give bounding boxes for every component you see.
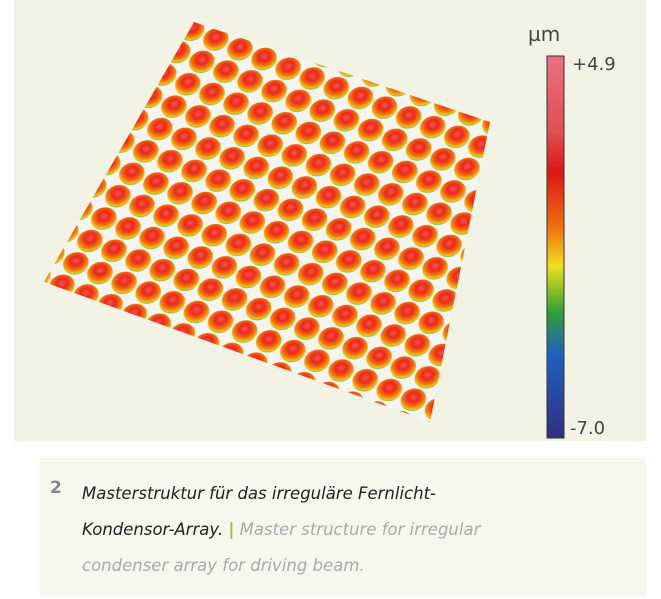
- colorbar-unit: µm: [528, 22, 560, 46]
- surface-image: [14, 0, 646, 441]
- figure-panel: µm +4.9 -7.0: [14, 0, 646, 441]
- colorbar-min: -7.0: [570, 418, 605, 439]
- page: µm +4.9 -7.0 2 Masterstruktur für das ir…: [0, 0, 661, 599]
- figure-number: 2: [50, 478, 62, 498]
- colorbar-max: +4.9: [572, 54, 616, 75]
- caption: 2 Masterstruktur für das irreguläre Fern…: [40, 458, 646, 596]
- microlens-surface: [44, 22, 490, 422]
- caption-separator: |: [228, 520, 234, 539]
- colorbar: [547, 56, 564, 438]
- caption-text: Masterstruktur für das irreguläre Fernli…: [82, 476, 512, 584]
